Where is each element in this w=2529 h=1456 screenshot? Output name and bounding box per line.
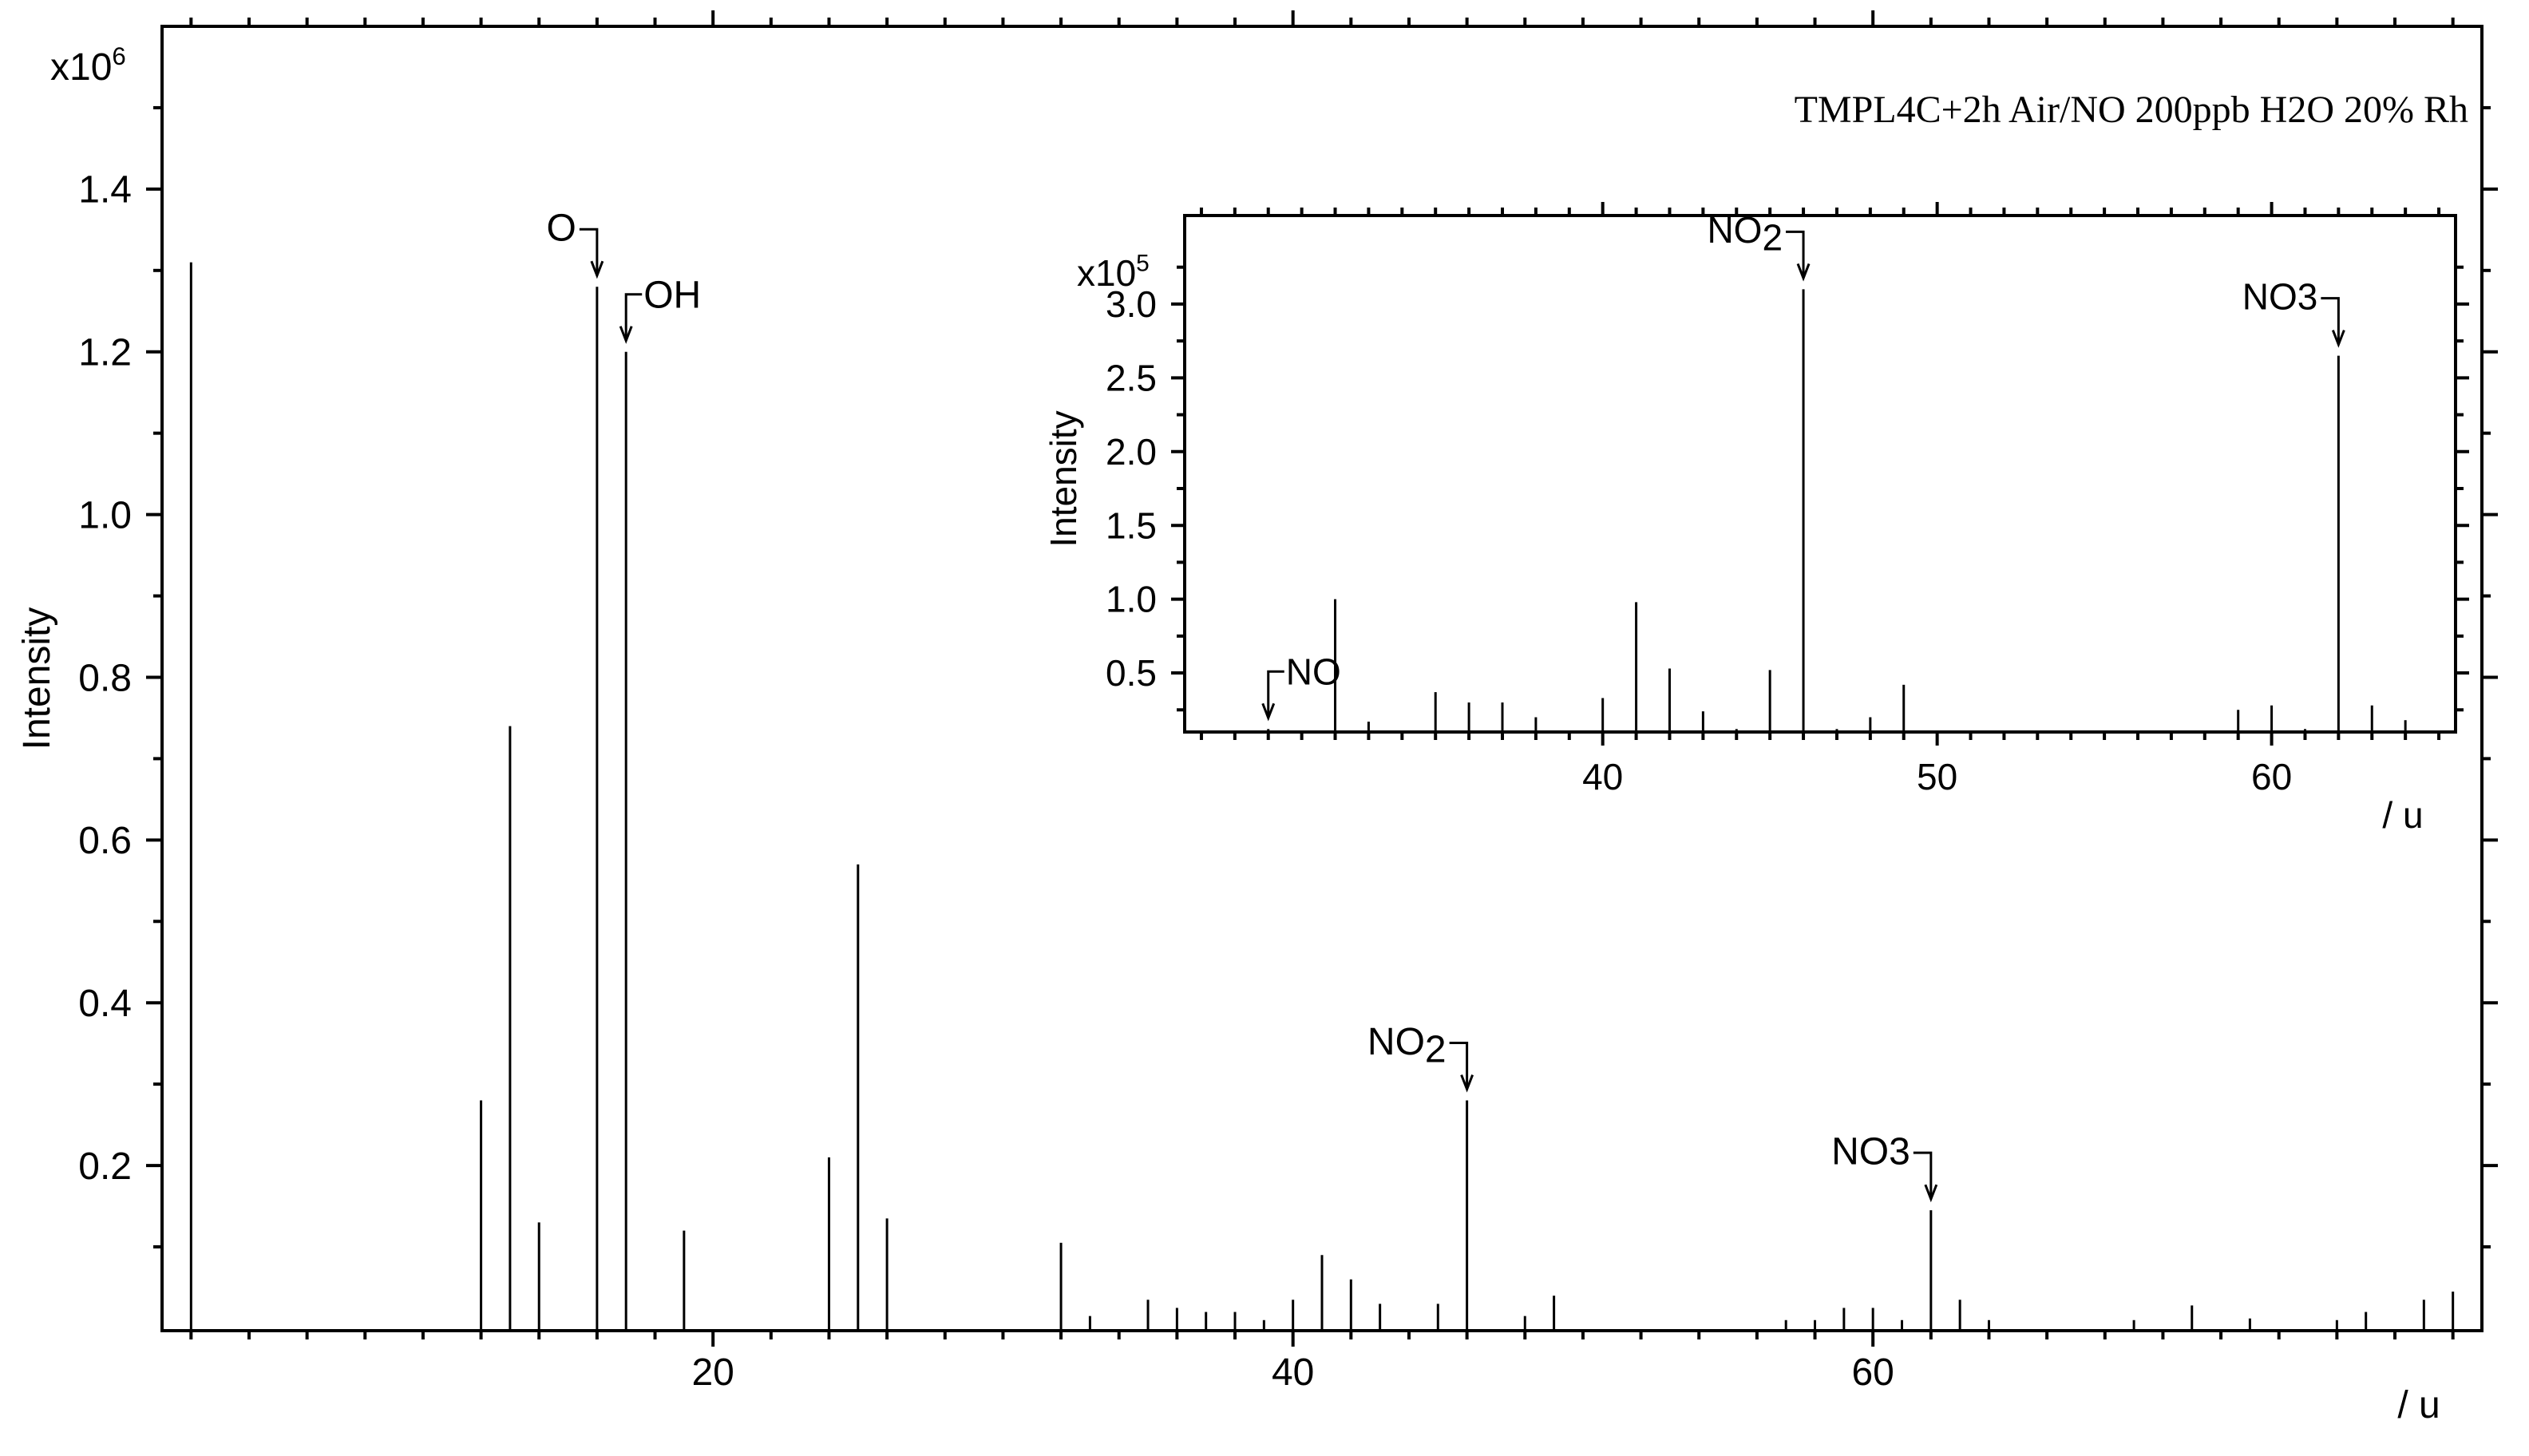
y-tick-label: 0.2 — [78, 1145, 132, 1188]
annotation-arrow-line — [1267, 670, 1284, 718]
y-multiplier: x106 — [50, 42, 126, 89]
annotation-arrow-head — [619, 326, 633, 344]
x-tick-label: 20 — [691, 1351, 734, 1394]
y-tick-label: 0.5 — [1106, 652, 1157, 694]
y-multiplier: x105 — [1077, 251, 1150, 294]
y-tick-label: 1.0 — [1106, 579, 1157, 620]
annotation-text: NO — [1707, 209, 1762, 251]
annotation-subscript: 2 — [1425, 1029, 1447, 1071]
x-tick-label: 40 — [1582, 756, 1623, 797]
y-multiplier-base: x10 — [50, 46, 112, 89]
annotation-arrow-line — [579, 228, 599, 276]
annotation-arrow-head — [1924, 1184, 1938, 1203]
y-tick-label: 2.0 — [1106, 431, 1157, 473]
annotation-text: NO3 — [1831, 1131, 1910, 1173]
plot-frame — [1183, 214, 2457, 734]
y-tick-label: 0.4 — [78, 983, 132, 1025]
main-chart: 20 40 60 0.2 0.4 0.6 0.8 1.0 1.2 1.4 / u Intensity x… — [16, 10, 2498, 1426]
y-tick-label: 1.2 — [78, 332, 132, 374]
annotation-text: O — [547, 208, 576, 250]
annotation-text: NO3 — [2242, 275, 2318, 317]
x-tick-label: 60 — [1851, 1351, 1894, 1394]
x-axis-label: / u — [2397, 1384, 2440, 1426]
annotation-arrow-head — [590, 260, 604, 279]
annotation-label: NO3 — [2242, 275, 2318, 317]
y-multiplier-exponent: 5 — [1136, 251, 1150, 277]
x-tick-label: 40 — [1272, 1351, 1314, 1394]
peak-annotation: OH — [619, 275, 701, 344]
peak-annotation: NO2 — [1367, 1021, 1474, 1093]
annotation-arrow-head — [1460, 1074, 1474, 1093]
y-axis-label: Intensity — [16, 607, 58, 750]
annotation-label: NO2 — [1707, 209, 1783, 258]
peak-annotation: O — [547, 208, 604, 279]
annotation-label: O — [547, 208, 576, 250]
annotation-text: NO — [1367, 1021, 1425, 1063]
annotation-label: NO — [1286, 651, 1341, 692]
annotation-arrow-head — [1796, 263, 1811, 282]
y-multiplier-exponent: 6 — [112, 42, 125, 70]
annotation-arrow-line — [1786, 230, 1805, 279]
annotation-label: NO2 — [1367, 1021, 1447, 1071]
inset-chart: 40 50 60 0.5 1.0 1.5 2.0 2.5 3.0 / u Intensity x105… — [1043, 202, 2469, 836]
inset-background — [1185, 216, 2456, 732]
peak-annotation: NO3 — [1831, 1131, 1938, 1203]
y-tick-label: 1.0 — [78, 494, 132, 536]
x-axis-label: / u — [2382, 794, 2423, 836]
annotation-label: OH — [643, 275, 701, 317]
y-tick-label: 2.5 — [1106, 357, 1157, 398]
y-tick-label: 0.6 — [78, 820, 132, 862]
annotation-label: NO3 — [1831, 1131, 1910, 1173]
y-multiplier-base: x10 — [1077, 252, 1136, 294]
annotation-arrow-line — [1449, 1042, 1469, 1090]
x-tick-label: 60 — [2251, 756, 2292, 797]
annotation-subscript: 2 — [1762, 216, 1783, 258]
annotation-arrow-head — [2331, 330, 2345, 348]
y-tick-label: 1.5 — [1106, 504, 1157, 546]
annotation-arrow-line — [1913, 1151, 1933, 1200]
peak-annotation: NO — [1261, 651, 1341, 722]
chart-title: TMPL4C+2h Air/NO 200ppb H2O 20% Rh — [1795, 89, 2468, 131]
y-axis-label: Intensity — [1043, 410, 1084, 547]
peak-annotation: NO2 — [1707, 209, 1811, 282]
y-tick-label: 0.8 — [78, 657, 132, 699]
x-tick-label: 50 — [1917, 756, 1957, 797]
y-tick-label: 3.0 — [1106, 283, 1157, 325]
peak-annotation: NO3 — [2242, 275, 2345, 348]
annotation-arrow-head — [1261, 702, 1276, 722]
annotation-arrow-line — [624, 293, 643, 341]
annotation-arrow-line — [2321, 297, 2340, 345]
y-tick-label: 1.4 — [78, 169, 132, 212]
